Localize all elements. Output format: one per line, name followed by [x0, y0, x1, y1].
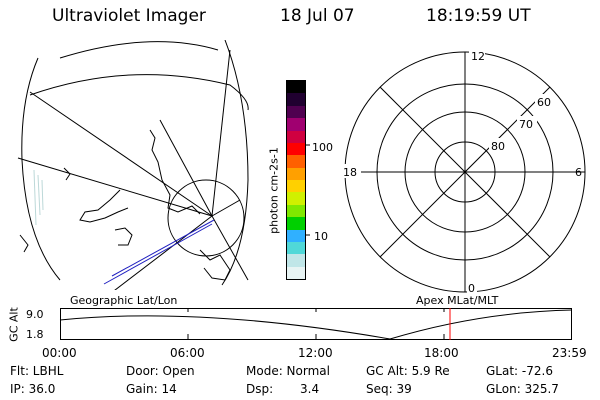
map-outer-arc [221, 40, 249, 286]
geographic-map [17, 40, 249, 290]
altitude-curve [59, 309, 573, 340]
status-dsp-value: 3.4 [300, 382, 320, 396]
status-door: Door: Open [126, 364, 195, 378]
colorbar-tick-100: 100 [312, 141, 333, 154]
map-outer-arc [21, 57, 61, 281]
map-meridian-line [17, 157, 213, 217]
map-meridian-line [211, 49, 231, 217]
map-coastline [63, 167, 71, 181]
timeline-xtick-0000: 00:00 [42, 346, 77, 360]
map-coastline [79, 189, 129, 223]
timeline-right-label: Apex MLat/MLT [416, 294, 499, 307]
colorbar-segment [287, 81, 305, 94]
status-glon: GLon: 325.7 [486, 382, 559, 396]
timeline-xtick-1200: 12:00 [298, 346, 333, 360]
app-title: Ultraviolet Imager [52, 6, 206, 26]
map-coastline [19, 234, 29, 253]
timeline-ytick-low: 1.8 [26, 328, 44, 341]
timeline-xtick-2359: 23:59 [552, 346, 587, 360]
timeline-xtick-1800: 18:00 [424, 346, 459, 360]
map-meridian-line [114, 215, 213, 290]
polar-label-18: 18 [343, 166, 357, 179]
time-label: 18:19:59 UT [426, 6, 531, 26]
map-meridian-line [159, 119, 213, 217]
map-meridian-line [211, 199, 241, 217]
map-latitude-line [59, 41, 219, 59]
colorbar-segment [287, 180, 305, 193]
status-ip: IP: 36.0 [10, 382, 56, 396]
polar-label-12: 12 [471, 50, 485, 63]
polar-plot: 12 18 6 0 60 70 80 [341, 50, 586, 295]
colorbar-segment [287, 93, 305, 106]
colorbar-segment [287, 118, 305, 131]
timeline-axis-label: GC Alt [7, 307, 21, 342]
colorbar-segment [287, 155, 305, 168]
map-satellite-track [111, 219, 215, 277]
map-pole-circle [167, 179, 245, 257]
colorbar-tick-10: 10 [314, 230, 328, 243]
status-gain: Gain: 14 [126, 382, 177, 396]
colorbar-segment [287, 217, 305, 230]
colorbar-segment [287, 142, 305, 156]
colorbar [286, 80, 306, 280]
colorbar-ticks [306, 144, 310, 236]
polar-label-6: 6 [575, 166, 582, 179]
status-filter: Flt: LBHL [10, 364, 64, 378]
polar-diagonal [379, 86, 551, 258]
status-glat: GLat: -72.6 [486, 364, 553, 378]
colorbar-segment [287, 130, 305, 143]
map-satellite-track [103, 223, 213, 285]
polar-lat-60: 60 [537, 96, 551, 109]
colorbar-unit-label: photon cm-2s-1 [267, 147, 281, 234]
map-coastline [199, 249, 231, 281]
altitude-timeline [59, 308, 573, 340]
polar-lat-80: 80 [491, 140, 505, 153]
status-dsp-label: Dsp: [246, 382, 274, 396]
map-meridian-line [29, 91, 213, 217]
timeline-left-label: Geographic Lat/Lon [70, 294, 178, 307]
status-mode: Mode: Normal [246, 364, 330, 378]
colorbar-segment [287, 254, 305, 267]
colorbar-segment [287, 229, 305, 242]
timeline-xtick-0600: 06:00 [170, 346, 205, 360]
status-gc-alt: GC Alt: 5.9 Re [366, 364, 450, 378]
colorbar-segment [287, 192, 305, 205]
colorbar-segment [287, 266, 305, 279]
polar-lat-70: 70 [519, 118, 533, 131]
colorbar-segment [287, 105, 305, 119]
colorbar-segment [287, 241, 305, 255]
polar-label-0: 0 [468, 282, 475, 295]
map-latitude-line [29, 74, 249, 111]
colorbar-segment [287, 204, 305, 218]
map-coastline [114, 227, 133, 246]
map-coastline [149, 129, 201, 215]
date-label: 18 Jul 07 [280, 6, 355, 26]
timeline-ytick-high: 9.0 [26, 308, 44, 321]
colorbar-segment [287, 167, 305, 180]
status-seq: Seq: 39 [366, 382, 412, 396]
